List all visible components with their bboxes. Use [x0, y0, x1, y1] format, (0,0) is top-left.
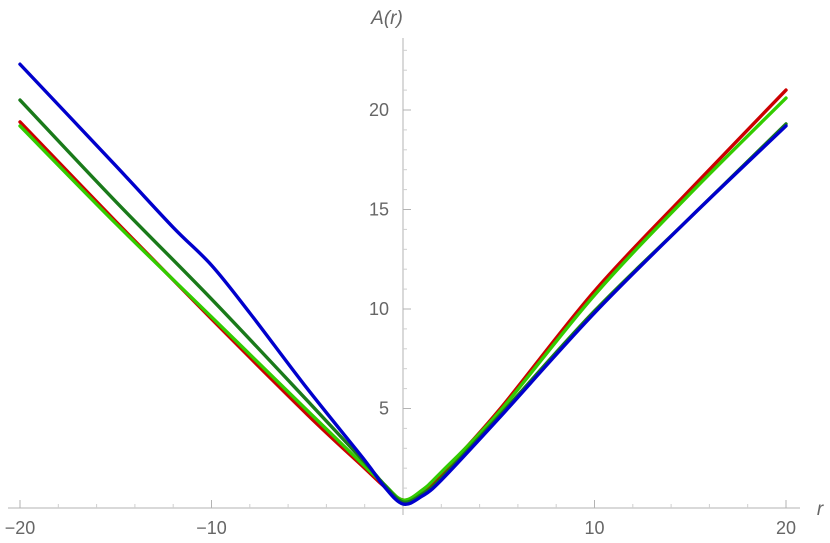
y-axis-title: A(r)	[370, 8, 403, 29]
y-tick-label: 15	[369, 200, 389, 220]
y-ticks: 5 10 15 20	[369, 49, 411, 489]
series-line-2	[18, 96, 788, 502]
y-tick-label: 10	[369, 299, 389, 319]
y-tick-label: 5	[379, 399, 389, 419]
x-ticks: −20 −10 10 20	[5, 500, 796, 538]
x-tick-label: −20	[5, 518, 36, 538]
x-axis-title: r	[817, 499, 824, 520]
x-tick-label: 10	[584, 518, 604, 538]
series-group	[18, 62, 788, 507]
x-tick-label: 20	[776, 518, 796, 538]
axes: −20 −10 10 20 5 10 15 20 r A(r)	[5, 8, 824, 538]
series-line-4	[18, 62, 788, 507]
y-tick-label: 20	[369, 100, 389, 120]
x-tick-label: −10	[196, 518, 227, 538]
